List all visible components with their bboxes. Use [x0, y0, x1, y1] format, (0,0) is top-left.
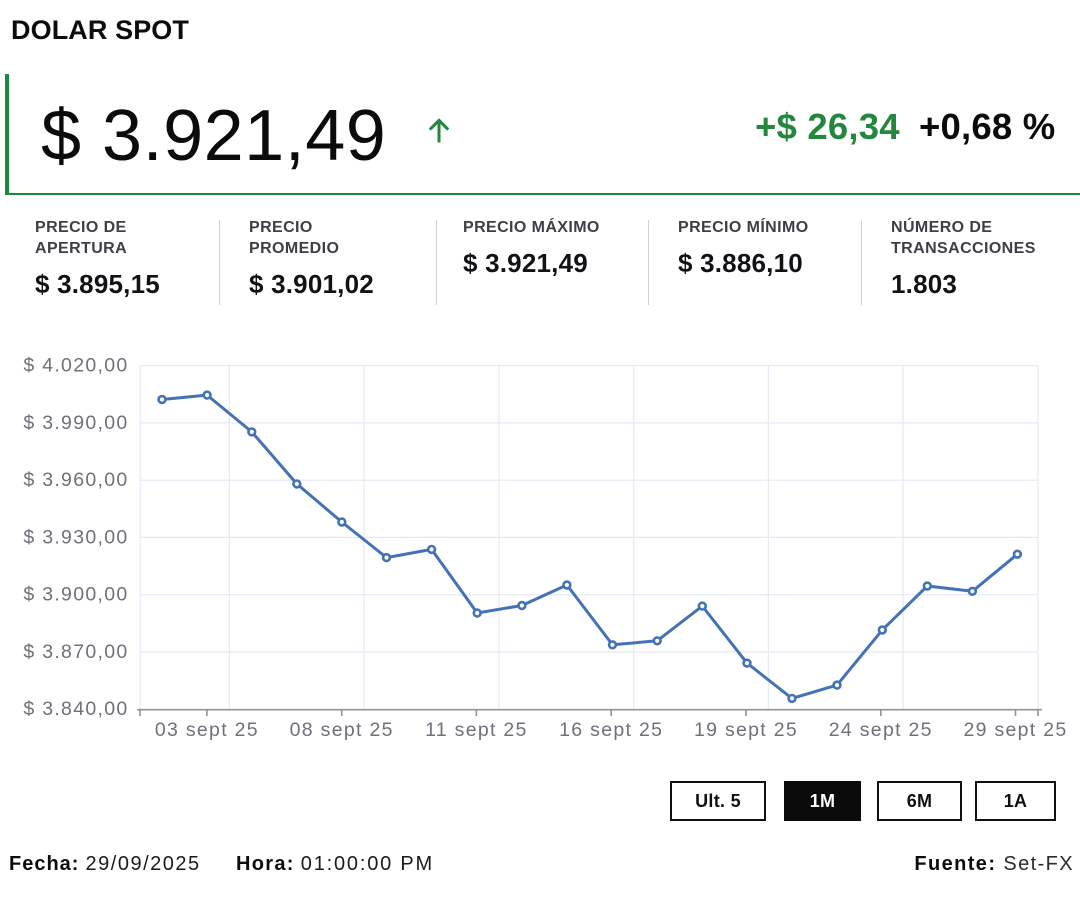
svg-text:29 sept 25: 29 sept 25 [963, 719, 1067, 741]
svg-text:03 sept 25: 03 sept 25 [155, 719, 259, 741]
svg-text:$ 3.840,00: $ 3.840,00 [23, 698, 128, 720]
svg-text:19 sept 25: 19 sept 25 [694, 719, 798, 741]
svg-text:11 sept 25: 11 sept 25 [425, 719, 528, 741]
svg-text:$ 4.020,00: $ 4.020,00 [23, 355, 128, 377]
svg-text:$ 3.930,00: $ 3.930,00 [23, 526, 128, 548]
svg-text:$ 3.900,00: $ 3.900,00 [23, 584, 128, 606]
svg-text:$ 3.960,00: $ 3.960,00 [23, 469, 128, 491]
svg-text:08 sept 25: 08 sept 25 [290, 719, 394, 741]
svg-text:$ 3.990,00: $ 3.990,00 [23, 412, 128, 434]
svg-text:16 sept 25: 16 sept 25 [559, 719, 663, 741]
svg-text:24 sept 25: 24 sept 25 [829, 719, 933, 741]
svg-text:$ 3.870,00: $ 3.870,00 [23, 641, 128, 663]
